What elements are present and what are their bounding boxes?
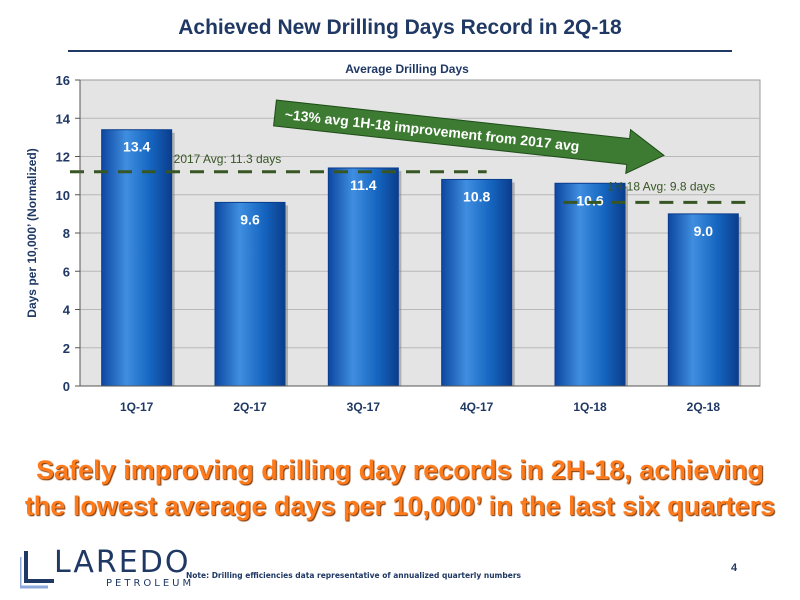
- y-axis-label: Days per 10,000’ (Normalized): [25, 148, 39, 317]
- reference-line-label: 2017 Avg: 11.3 days: [174, 152, 282, 166]
- x-tick-label: 4Q-17: [460, 400, 494, 414]
- slide-title: Achieved New Drilling Days Record in 2Q-…: [178, 16, 622, 39]
- footnote: Note: Drilling efficiencies data represe…: [186, 571, 521, 580]
- arrow-shape: [273, 99, 665, 175]
- y-tick-label: 4: [63, 303, 71, 318]
- y-tick-label: 2: [63, 341, 70, 356]
- bar-value-label: 10.8: [463, 188, 490, 204]
- logo-subtitle: PETROLEUM: [106, 578, 195, 589]
- y-tick-label: 6: [63, 264, 70, 279]
- company-logo: LAREDO PETROLEUM: [20, 545, 191, 595]
- bar: [441, 178, 513, 387]
- bar-value-label: 11.4: [350, 177, 377, 193]
- bars: 13.4 9.6 11.4 10.8 10.6 9.0: [101, 129, 742, 387]
- reference-lines: 2017 Avg: 11.3 days 1H-18 Avg: 9.8 days: [70, 152, 754, 204]
- bar: [554, 182, 626, 387]
- reference-line-label: 1H-18 Avg: 9.8 days: [607, 179, 715, 193]
- y-tick-label: 10: [56, 188, 70, 203]
- page-number: 4: [731, 562, 738, 574]
- y-tick-label: 12: [56, 150, 70, 165]
- logo-wordmark: LAREDO: [54, 545, 191, 580]
- y-tick-label: 0: [63, 379, 70, 394]
- y-tick-label: 16: [56, 73, 70, 88]
- bar-value-label: 13.4: [123, 139, 150, 155]
- bar-value-label: 9.0: [694, 223, 714, 239]
- bar-value-label: 10.6: [576, 192, 603, 208]
- bar: [101, 129, 173, 387]
- logo-mark-icon: [20, 551, 54, 589]
- bar-chart: 13.4 9.6 11.4 10.8 10.6 9.0 2017 Avg: 11.3 da…: [25, 62, 761, 414]
- x-tick-label: 2Q-18: [687, 400, 721, 414]
- bar: [667, 213, 739, 387]
- bar-value-label: 9.6: [240, 211, 260, 227]
- bar: [327, 167, 399, 387]
- headline: Safely improving drilling day records in…: [0, 452, 800, 524]
- y-tick-label: 14: [56, 111, 71, 126]
- bar: [214, 201, 286, 387]
- x-tick-label: 1Q-18: [573, 400, 607, 414]
- headline-line-1: Safely improving drilling day records in…: [36, 455, 764, 485]
- x-tick-label: 2Q-17: [233, 400, 267, 414]
- headline-line-2: the lowest average days per 10,000’ in t…: [24, 491, 776, 521]
- x-tick-label: 1Q-17: [120, 400, 154, 414]
- y-tick-label: 8: [63, 226, 70, 241]
- chart-title: Average Drilling Days: [345, 62, 469, 76]
- title-divider: [68, 50, 732, 52]
- x-tick-label: 3Q-17: [347, 400, 381, 414]
- axes: 0 2 4 6 8 10 12 14 16 1Q-17 2Q-17 3Q-17 4Q-17 1Q-18 2Q…: [56, 73, 760, 414]
